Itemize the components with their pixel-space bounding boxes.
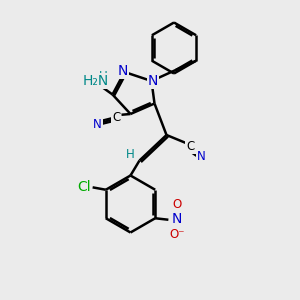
Text: N: N bbox=[148, 74, 158, 88]
Text: O⁻: O⁻ bbox=[169, 228, 184, 241]
Text: H: H bbox=[99, 70, 108, 83]
Text: N: N bbox=[196, 150, 206, 163]
Text: N: N bbox=[172, 212, 182, 226]
Text: H: H bbox=[125, 148, 134, 161]
Text: N: N bbox=[93, 118, 102, 131]
Text: C: C bbox=[186, 140, 195, 154]
Text: H₂N: H₂N bbox=[82, 74, 109, 88]
Text: Cl: Cl bbox=[77, 180, 91, 194]
Text: O: O bbox=[172, 198, 182, 211]
Text: C: C bbox=[112, 111, 120, 124]
Text: N: N bbox=[118, 64, 128, 77]
